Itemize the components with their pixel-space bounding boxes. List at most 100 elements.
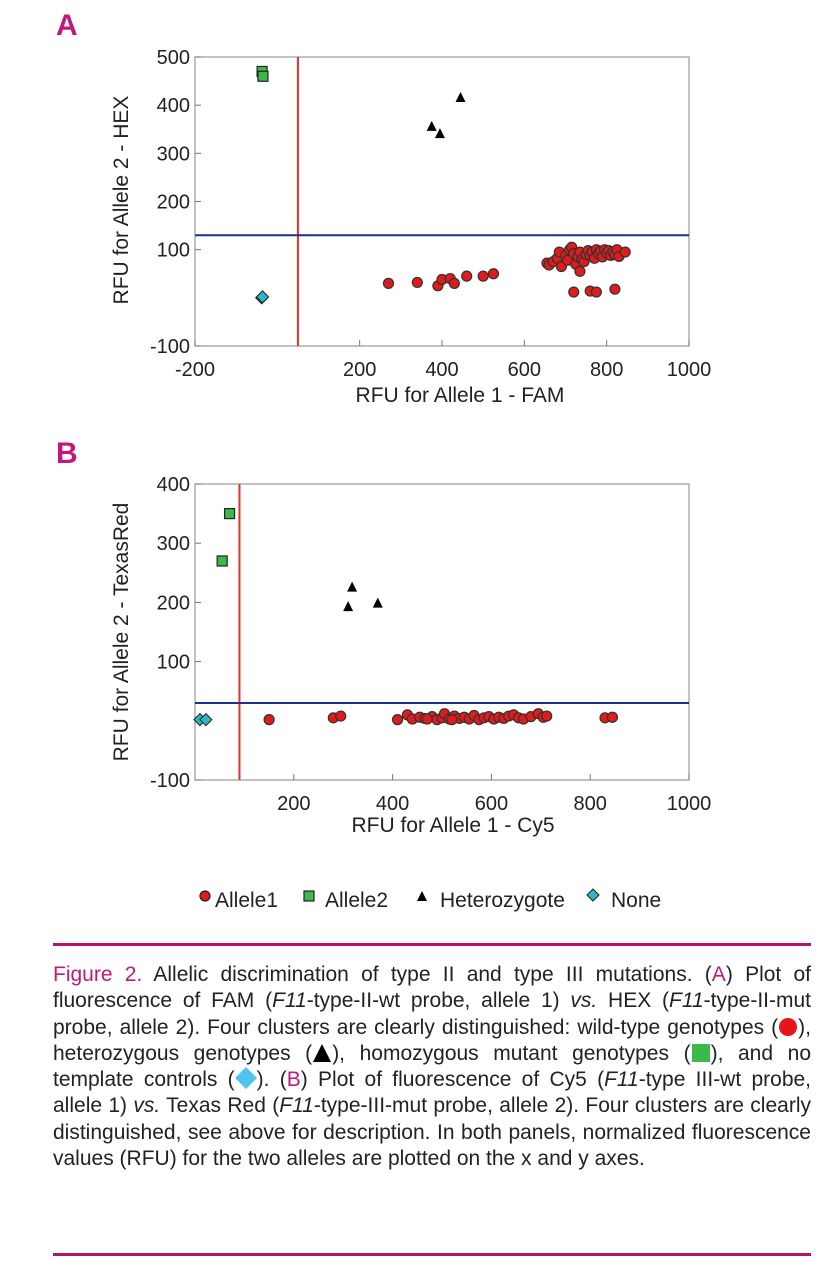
- legend: Allele1 Allele2 Heterozygote None: [199, 888, 661, 912]
- x-axis-label-b: RFU for Allele 1 - Cy5: [351, 814, 554, 837]
- data-point-allele1: [609, 283, 621, 295]
- data-point-allele1: [421, 713, 433, 725]
- caption-text-b1: Plot of fluorescence of Cy5 (: [318, 1068, 605, 1092]
- caption-text-a5: ), heterozygous genotypes (: [53, 1015, 811, 1065]
- data-point-allele1: [541, 710, 553, 722]
- gene-name: F11: [669, 989, 704, 1013]
- figure-charts: A -100 100 200 300 400 500 -200 200 400 600 800 100…: [56, 9, 711, 912]
- marks-b: [193, 484, 689, 780]
- data-point-none: [255, 290, 270, 304]
- caption-label-a: A: [711, 963, 726, 986]
- x-tick-label: 600: [475, 793, 508, 815]
- legend-label-heterozygote: Heterozygote: [440, 889, 565, 912]
- data-point-allele1: [619, 246, 631, 258]
- y-tick-label: 200: [157, 592, 190, 614]
- y-tick-label: 100: [157, 652, 190, 674]
- ticks-b: -100 100 200 300 400 200 400 600 800 1000: [150, 474, 711, 815]
- data-point-allele1: [487, 268, 500, 280]
- y-tick-label: 300: [157, 143, 190, 165]
- green-square-icon: [691, 1043, 710, 1062]
- data-point-allele1: [411, 276, 423, 289]
- x-tick-label: 200: [343, 359, 376, 381]
- data-point-allele1: [568, 286, 580, 298]
- y-tick-label: 400: [157, 474, 190, 496]
- y-tick-label: -100: [150, 336, 190, 358]
- x-tick-label: -200: [175, 359, 215, 381]
- caption-top-rule: [53, 943, 811, 946]
- x-tick-label: 400: [376, 793, 409, 815]
- caption-text-a4: -type-II-mut probe, allele 2). Four clus…: [53, 989, 811, 1039]
- data-point-heterozygote: [347, 581, 358, 592]
- black-triangle-icon: [313, 1043, 332, 1062]
- vs-text: vs.: [570, 989, 598, 1013]
- x-tick-label: 400: [425, 359, 458, 381]
- y-axis-label-a: RFU for Allele 2 - HEX: [110, 96, 133, 305]
- gene-name: F11: [604, 1068, 639, 1092]
- data-point-heterozygote: [434, 128, 445, 139]
- x-tick-label: 1000: [667, 793, 712, 815]
- data-point-allele1: [574, 265, 586, 277]
- ticks-a: -100 100 200 300 400 500 -200 200 400 600 800 1000: [150, 47, 711, 381]
- legend-diamond-marker: [586, 888, 600, 902]
- caption-title: Allelic discrimination of type II and ty…: [153, 963, 693, 986]
- data-point-allele1: [448, 277, 460, 289]
- panel-a: A -100 100 200 300 400 500 -200 200 400 600 800 100…: [56, 9, 711, 407]
- figure-caption: Figure 2. Allelic discrimination of type…: [53, 963, 812, 1171]
- legend-label-allele1: Allele1: [215, 889, 278, 912]
- data-point-allele2: [223, 508, 236, 520]
- data-point-heterozygote: [426, 120, 437, 131]
- marks-a: [195, 57, 689, 346]
- panel-b: B -100 100 200 300 400 200 400 600 800 1000 RFU f…: [56, 437, 711, 837]
- data-point-allele1: [477, 270, 489, 282]
- red-circle-icon: [779, 1017, 798, 1036]
- legend-item-heterozygote: Heterozygote: [417, 889, 565, 912]
- panel-label-a: A: [56, 9, 78, 42]
- figure-label: Figure 2.: [53, 963, 143, 986]
- data-point-heterozygote: [455, 91, 466, 102]
- y-axis-label-b: RFU for Allele 2 - TexasRed: [110, 503, 133, 762]
- legend-item-allele2: Allele2: [303, 889, 388, 912]
- data-point-allele1: [446, 714, 458, 726]
- data-point-allele2: [216, 555, 228, 567]
- legend-triangle-marker: [417, 891, 427, 901]
- caption-bottom-rule: [53, 1253, 811, 1256]
- x-tick-label: 200: [277, 793, 310, 815]
- data-point-allele1: [391, 714, 404, 726]
- legend-label-none: None: [611, 889, 661, 912]
- gene-name: F11: [272, 989, 307, 1013]
- data-point-none: [199, 712, 213, 727]
- vs-text: vs.: [133, 1094, 161, 1118]
- caption-text-a8: ).: [256, 1068, 270, 1092]
- y-tick-label: 300: [157, 533, 190, 555]
- caption-text-b4: -type-III-mut probe, allele 2). Four clu…: [53, 1094, 811, 1171]
- legend-square-marker: [303, 890, 315, 902]
- y-tick-label: 500: [157, 47, 190, 69]
- data-point-allele1: [461, 270, 473, 282]
- gene-name: F11: [279, 1094, 314, 1118]
- data-point-allele1: [335, 710, 347, 722]
- plot-frame-b: [194, 483, 690, 781]
- x-tick-label: 800: [574, 793, 607, 815]
- data-point-heterozygote: [343, 601, 354, 612]
- data-point-allele1: [263, 714, 275, 726]
- data-point-allele1: [590, 286, 602, 298]
- caption-text-a3: HEX (: [597, 989, 669, 1013]
- caption-text-b3: Texas Red (: [160, 1094, 280, 1118]
- y-tick-label: 100: [157, 240, 190, 262]
- cyan-diamond-icon: [234, 1067, 257, 1090]
- x-tick-label: 600: [508, 359, 541, 381]
- caption-text-a6: ), homozygous mutant genotypes (: [332, 1041, 691, 1065]
- caption-label-b: B: [286, 1068, 301, 1092]
- y-tick-label: 200: [157, 192, 190, 214]
- caption-text-a2: -type-II-wt probe, allele 1): [306, 989, 571, 1013]
- legend-item-allele1: Allele1: [199, 889, 278, 912]
- data-point-heterozygote: [372, 597, 383, 608]
- legend-item-none: None: [586, 888, 661, 912]
- x-axis-label-a: RFU for Allele 1 - FAM: [356, 384, 565, 407]
- caption-text-b2: -type III-wt probe, allele 1): [53, 1068, 812, 1118]
- legend-label-allele2: Allele2: [325, 889, 388, 912]
- data-point-allele2: [257, 70, 269, 82]
- data-point-allele1: [606, 711, 619, 723]
- y-tick-label: 400: [157, 95, 190, 117]
- x-tick-label: 800: [590, 359, 623, 381]
